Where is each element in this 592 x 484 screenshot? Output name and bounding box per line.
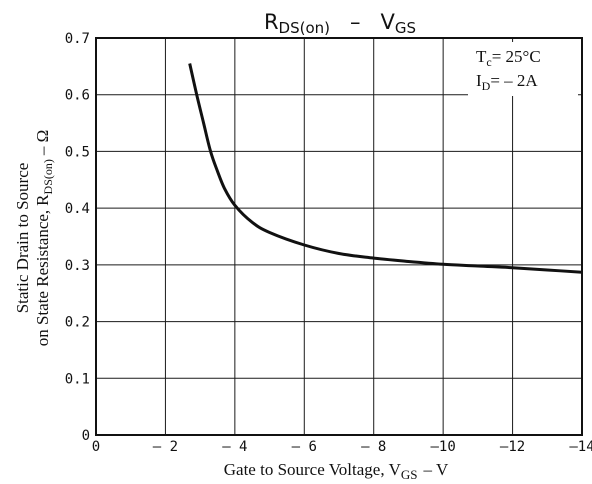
y-axis-label-line1: Static Drain to Source <box>13 163 32 314</box>
x-tick-label: 0 <box>92 439 100 455</box>
y-tick-label: 0.1 <box>65 371 90 387</box>
chart-title: RDS(on) – VGS <box>264 10 416 37</box>
x-tick-label: – 2 <box>153 439 178 455</box>
y-tick-label: 0.6 <box>65 88 90 104</box>
plot-frame <box>95 37 583 436</box>
x-tick-label: –10 <box>430 439 455 455</box>
x-tick-label: – 8 <box>361 439 386 455</box>
tick-labels: 0 – 2 – 4 – 6 – 8 –10 –12 –14 0 0.1 0.2 0.3 0.4 0.5 0.… <box>65 31 592 455</box>
x-tick-label: –14 <box>569 439 592 455</box>
y-tick-label: 0.7 <box>65 31 90 47</box>
annotation-tc: Tc= 25°C <box>476 47 541 69</box>
x-tick-label: – 6 <box>292 439 317 455</box>
annotation-box <box>468 42 578 96</box>
y-axis-label-line2: on State Resistance,RDS(on)– Ω <box>33 130 55 347</box>
y-tick-label: 0.5 <box>65 144 90 160</box>
x-tick-label: – 4 <box>222 439 247 455</box>
series-line <box>188 63 583 274</box>
annotation-id: ID= – 2A <box>476 71 538 93</box>
grid-lines <box>96 38 582 435</box>
x-axis-label: Gate to Source Voltage, VGS – V <box>224 460 449 482</box>
y-tick-label: 0.4 <box>65 201 90 217</box>
y-tick-label: 0.2 <box>65 315 90 331</box>
y-axis-label: Static Drain to Source on State Resistan… <box>13 130 55 347</box>
y-tick-label: 0 <box>82 428 90 444</box>
x-tick-label: –12 <box>500 439 525 455</box>
y-tick-label: 0.3 <box>65 258 90 274</box>
